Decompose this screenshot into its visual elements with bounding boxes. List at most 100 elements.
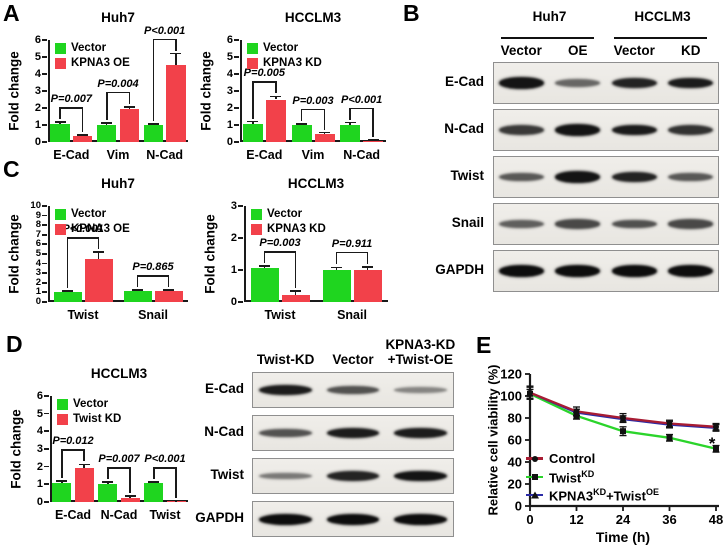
category-label: Twist (149, 508, 181, 522)
bar-kpna3-oe (166, 64, 186, 142)
legend-marker-triangle (530, 491, 539, 499)
legend-item-control: Control (526, 452, 595, 465)
p-bracket-top (263, 251, 297, 253)
y-tick-label: 1 (34, 119, 41, 131)
blot-band (326, 427, 380, 439)
y-tick-label: 5 (226, 51, 233, 63)
blot-band (611, 77, 657, 89)
blot-band (611, 219, 657, 229)
error-bar-line (129, 496, 131, 499)
blot-group-underline (614, 37, 707, 39)
plot-area (48, 206, 188, 302)
western-blot-panel-b: Huh7 Vector OE HCCLM3 Vector KD E-Cad N-Cad Twis… (420, 8, 722, 300)
y-tick-mark (238, 237, 243, 239)
y-tick-label: 6 (34, 34, 41, 46)
legend-label: KPNA3 KD (263, 57, 322, 69)
blot-row-label: Twist (210, 467, 245, 482)
bar-vector (123, 290, 152, 302)
p-bracket-leg (275, 81, 277, 94)
blot-band (668, 219, 714, 229)
p-bracket-leg (294, 251, 297, 289)
p-bracket-leg (106, 91, 108, 120)
p-value-label: P<0.001 (144, 24, 186, 37)
panel-d-label: D (6, 331, 23, 357)
y-tick-label: 4 (226, 68, 233, 80)
p-value-label: P=0.865 (132, 261, 174, 273)
y-tick-mark (42, 56, 47, 58)
p-bracket-leg (152, 38, 155, 121)
bar-twist-kd (120, 498, 140, 502)
category-label: E-Cad (53, 148, 90, 162)
p-bracket-top (61, 449, 85, 451)
p-bracket-top (335, 251, 369, 254)
legend-swatch (247, 43, 258, 54)
plot-area (48, 40, 188, 142)
western-blot-panel-d: Twist-KD Vector KPNA3-KD +Twist-OE E-Cad N-C… (186, 334, 456, 540)
legend-item-twistkd: TwistKD (526, 470, 594, 484)
blot-lane-label: Vector (500, 43, 542, 58)
legend-swatch (57, 399, 68, 410)
error-bar-cap (132, 289, 143, 291)
blot-row-label: E-Cad (444, 74, 484, 89)
y-tick-mark (42, 205, 47, 207)
blot-row-label: GAPDH (435, 262, 484, 277)
y-tick-mark (42, 214, 47, 217)
error-bar-line (175, 53, 177, 65)
p-bracket-top (106, 91, 130, 94)
y-tick-mark (234, 124, 239, 126)
y-tick-label: 1 (35, 286, 41, 298)
y-tick-mark (42, 243, 47, 246)
marker-square (666, 434, 673, 441)
y-tick-label: 60 (508, 433, 522, 448)
legend-swatch (57, 414, 68, 425)
error-bar-cap (124, 495, 136, 497)
marker-circle (620, 415, 626, 421)
legend-swatch (247, 58, 258, 69)
y-tick-label: 4 (34, 68, 41, 80)
blot-band (259, 428, 312, 438)
bar-vector (143, 125, 164, 142)
legend-item-kpna3kd+twistoe: KPNA3KD+TwistOE (526, 488, 659, 502)
bar-kpna3-kd (353, 270, 382, 302)
y-tick-label: 3 (35, 267, 41, 279)
y-tick-label: 9 (35, 209, 41, 221)
bar-vector (322, 270, 351, 302)
p-bracket-leg (107, 467, 109, 480)
blot-band (555, 219, 601, 229)
legend-label: KPNA3 OE (71, 57, 130, 69)
error-bar-line (128, 106, 131, 110)
p-bracket-leg (252, 81, 254, 119)
blot-band (668, 125, 714, 135)
error-bar-line (105, 122, 108, 125)
bar-vector (50, 124, 70, 142)
y-tick-mark (238, 205, 243, 207)
plot-area (50, 396, 188, 502)
y-tick-mark (42, 233, 47, 236)
error-bar-line (323, 132, 326, 135)
legend-marker-square (531, 474, 538, 481)
error-bar-cap (56, 480, 68, 482)
chart-title: HCCLM3 (284, 10, 342, 25)
bar-vector (250, 268, 279, 302)
blot-group-label: Huh7 (532, 9, 567, 24)
y-tick-mark (42, 90, 47, 92)
error-bar-line (59, 122, 61, 125)
chart-title: Huh7 (101, 176, 135, 191)
legend-line (526, 491, 543, 499)
y-tick-label: 5 (35, 248, 41, 259)
y-tick-label: 2 (35, 276, 41, 288)
marker-circle (666, 420, 673, 427)
y-tick-mark (238, 269, 243, 271)
p-value-label: P<0.001 (62, 223, 104, 236)
category-label: Vim (106, 148, 130, 162)
x-tick-label: 0 (526, 512, 533, 527)
error-bar-line (366, 266, 369, 270)
p-bracket-top (152, 38, 177, 41)
blot-band (326, 513, 380, 525)
plot-area (244, 206, 388, 302)
error-bar-cap (367, 138, 379, 141)
p-bracket-leg (136, 275, 139, 288)
chart-title: Huh7 (101, 10, 135, 25)
y-axis-label: Relative cell viability (%) (485, 364, 501, 516)
legend-label: TwistKD (549, 469, 595, 486)
